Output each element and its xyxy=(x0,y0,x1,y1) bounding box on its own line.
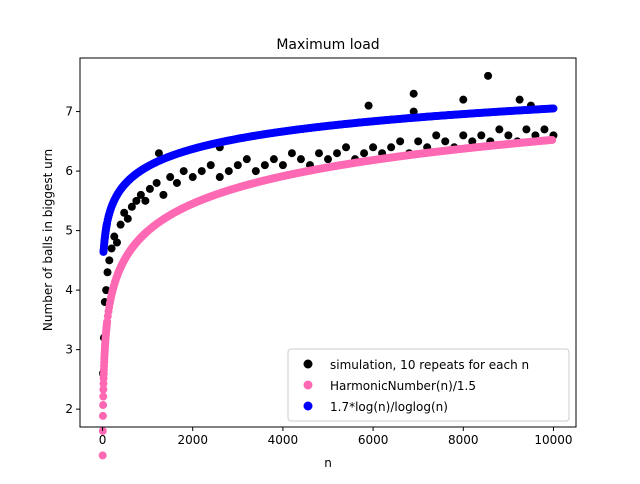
sim-point xyxy=(468,137,477,146)
sim-point xyxy=(107,244,116,253)
sim-point xyxy=(141,196,150,205)
sim-point xyxy=(364,101,373,110)
x-axis-label: n xyxy=(324,456,332,470)
legend-marker xyxy=(303,401,313,411)
sim-point xyxy=(441,137,450,146)
sim-point xyxy=(103,268,112,277)
sim-point xyxy=(154,149,163,158)
x-tick-label: 8000 xyxy=(448,433,479,447)
sim-point xyxy=(166,173,175,182)
sim-point xyxy=(206,161,215,170)
sim-point xyxy=(112,238,121,247)
y-tick-label: 2 xyxy=(65,402,73,416)
harmonic-point xyxy=(99,385,108,394)
harmonic-point xyxy=(548,135,557,144)
harmonic-point xyxy=(98,451,107,460)
sim-point xyxy=(105,256,114,265)
sim-point xyxy=(269,155,278,164)
y-tick-label: 4 xyxy=(65,283,73,297)
sim-point xyxy=(333,149,342,158)
sim-point xyxy=(215,173,224,182)
x-axis: 0 2000 4000 6000 8000 10000 xyxy=(99,427,573,447)
legend-label: 1.7*log(n)/loglog(n) xyxy=(330,400,448,414)
harmonic-point xyxy=(98,411,107,420)
sim-point xyxy=(540,125,549,134)
sim-point xyxy=(197,167,206,176)
plot-area xyxy=(79,57,577,460)
sim-point xyxy=(287,149,296,158)
sim-point xyxy=(278,161,287,170)
sim-point xyxy=(414,137,423,146)
y-axis: 2 3 4 5 6 7 xyxy=(65,105,80,416)
sim-point xyxy=(522,125,531,134)
sim-point xyxy=(459,131,468,140)
sim-point xyxy=(120,208,129,217)
sim-point xyxy=(136,190,145,199)
sim-point xyxy=(233,161,242,170)
sim-point xyxy=(432,131,441,140)
sim-point xyxy=(251,167,260,176)
harmonic-point xyxy=(99,401,108,410)
chart-title: Maximum load xyxy=(276,37,379,53)
loglog-point xyxy=(549,104,558,113)
sim-point xyxy=(387,143,396,152)
y-tick-label: 5 xyxy=(65,224,73,238)
sim-point xyxy=(179,167,188,176)
sim-point xyxy=(132,196,141,205)
x-tick-label: 2000 xyxy=(177,433,208,447)
sim-point xyxy=(484,71,493,80)
sim-point xyxy=(260,161,269,170)
sim-point xyxy=(477,131,486,140)
sim-point xyxy=(123,214,132,223)
y-tick-label: 6 xyxy=(65,164,73,178)
plot-frame xyxy=(79,57,577,428)
sim-point xyxy=(409,89,418,98)
sim-point xyxy=(504,131,513,140)
legend-label: simulation, 10 repeats for each n xyxy=(330,358,529,372)
sim-point xyxy=(159,190,168,199)
sim-point xyxy=(515,95,524,104)
sim-point xyxy=(396,137,405,146)
harmonic-point xyxy=(99,392,108,401)
sim-point xyxy=(188,173,197,182)
y-tick-label: 3 xyxy=(65,343,73,357)
sim-point xyxy=(172,178,181,187)
sim-point xyxy=(324,155,332,164)
sim-point xyxy=(342,143,351,152)
x-tick-label: 6000 xyxy=(358,433,389,447)
sim-point xyxy=(116,220,125,229)
x-tick-label: 4000 xyxy=(268,433,299,447)
y-tick-label: 7 xyxy=(65,105,73,119)
sim-point xyxy=(102,286,111,295)
y-axis-label: Number of balls in biggest urn xyxy=(41,149,55,331)
sim-point xyxy=(242,155,251,164)
legend-box xyxy=(287,348,570,422)
sim-point xyxy=(314,149,323,158)
sim-point xyxy=(145,184,154,193)
legend-label: HarmonicNumber(n)/1.5 xyxy=(330,379,476,393)
legend: simulation, 10 repeats for each n Harmoni… xyxy=(287,348,570,422)
sim-point xyxy=(127,202,136,211)
legend-marker xyxy=(303,380,313,390)
x-tick-label: 10000 xyxy=(534,433,572,447)
x-tick-label: 0 xyxy=(99,433,107,447)
sim-point xyxy=(360,149,369,158)
sim-point xyxy=(110,232,119,241)
sim-point xyxy=(152,178,161,187)
sim-point xyxy=(409,107,418,116)
sim-point xyxy=(495,125,504,134)
legend-marker xyxy=(303,359,313,369)
sim-point xyxy=(296,155,305,164)
sim-point xyxy=(369,143,378,152)
sim-point xyxy=(459,95,468,104)
sim-point xyxy=(224,167,233,176)
